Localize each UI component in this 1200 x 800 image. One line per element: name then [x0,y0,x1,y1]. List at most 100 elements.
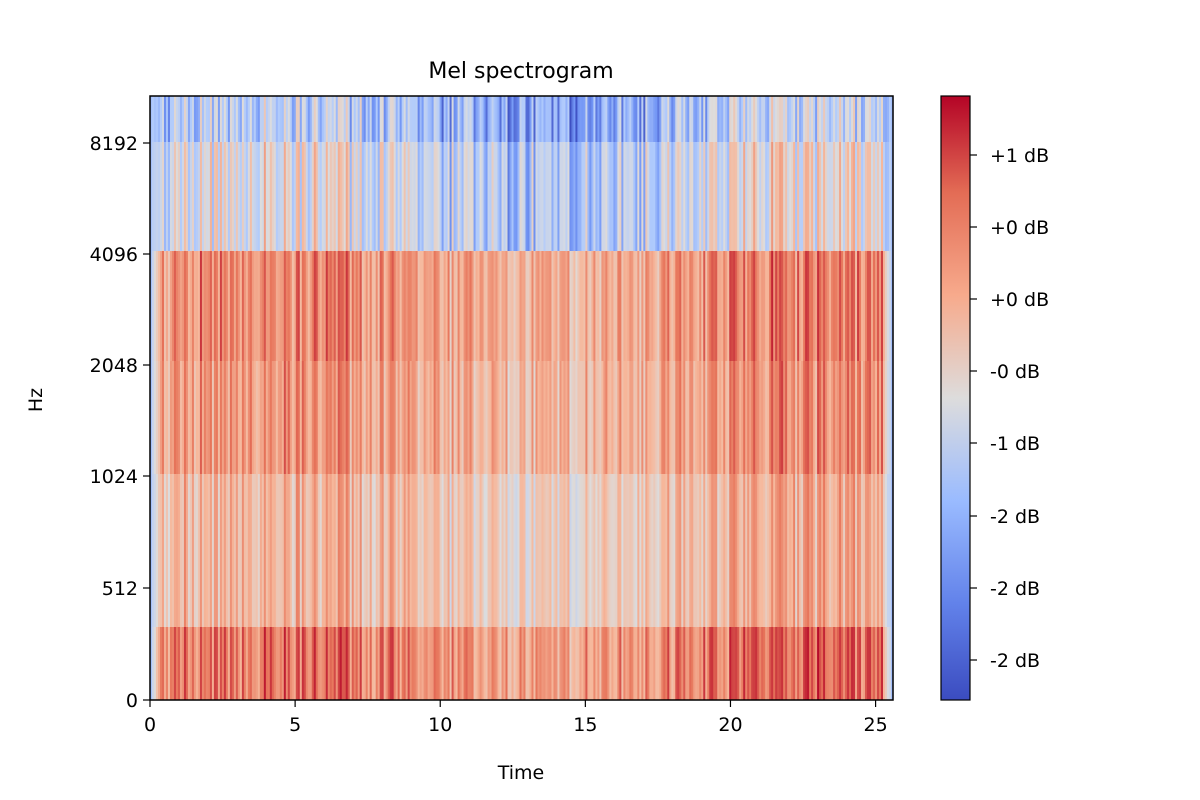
heatmap-cell [257,627,261,700]
heatmap-cell [297,251,301,361]
heatmap-cell [565,251,569,361]
heatmap-cell [577,142,581,251]
heatmap-cell [461,96,465,142]
heatmap-cell [403,96,407,142]
heatmap-cell [537,142,541,251]
heatmap-cell [885,251,888,361]
heatmap-cell [443,251,447,361]
heatmap-cell [771,142,774,251]
heatmap-cell [657,474,660,627]
heatmap-cell [703,627,706,700]
heatmap-cell [865,361,868,474]
heatmap-cell [827,96,830,142]
heatmap-cell [359,96,363,142]
heatmap-cell [521,96,525,142]
heatmap-cell [195,96,199,142]
heatmap-cell [787,361,790,474]
heatmap-cell [571,627,575,700]
heatmap-cell [555,142,559,251]
heatmap-cell [491,96,495,142]
heatmap-cell [423,361,427,474]
heatmap-cell [537,361,541,474]
heatmap-cell [569,251,573,361]
heatmap-cell [387,142,391,251]
heatmap-cell [775,251,778,361]
heatmap-cell [265,142,269,251]
heatmap-cell [725,627,728,700]
heatmap-cell [213,361,217,474]
heatmap-cell [827,627,830,700]
heatmap-cell [279,142,283,251]
heatmap-cell [287,361,291,474]
heatmap-cell [513,96,517,142]
heatmap-cell [677,251,680,361]
heatmap-cell [707,251,710,361]
heatmap-cell [327,96,331,142]
heatmap-cell [687,251,690,361]
heatmap-cell [801,96,804,142]
heatmap-cell [261,96,265,142]
heatmap-cell [431,627,435,700]
heatmap-cell [789,251,792,361]
heatmap-cell [353,96,357,142]
heatmap-cell [299,361,303,474]
heatmap-cell [871,627,874,700]
heatmap-cell [861,361,864,474]
heatmap-cell [333,627,337,700]
heatmap-cell [231,361,235,474]
heatmap-cell [703,474,706,627]
heatmap-cell [519,361,523,474]
heatmap-cell [439,474,443,627]
heatmap-cell [207,251,211,361]
heatmap-cell [267,627,271,700]
heatmap-cell [669,474,672,627]
heatmap-cell [369,96,373,142]
heatmap-cell [791,361,794,474]
heatmap-cell [273,251,277,361]
heatmap-cell [379,627,383,700]
heatmap-cell [385,361,389,474]
heatmap-cell [185,474,189,627]
heatmap-cell [305,474,309,627]
heatmap-cell [269,627,273,700]
heatmap-cell [201,361,205,474]
colorbar: +1 dB+0 dB+0 dB-0 dB-1 dB-2 dB-2 dB-2 dB [940,95,1049,701]
heatmap-cell [545,96,549,142]
heatmap-cell [285,251,289,361]
heatmap-cell [209,474,213,627]
heatmap-cell [401,627,405,700]
heatmap-cell [319,251,323,361]
heatmap-cell [413,474,417,627]
heatmap-cell [571,251,575,361]
heatmap-cell [475,627,479,700]
heatmap-cell [785,361,788,474]
heatmap-cell [511,96,515,142]
heatmap-cell [687,474,690,627]
heatmap-cell [271,361,275,474]
heatmap-cell [627,627,630,700]
heatmap-cell [417,96,421,142]
heatmap-cell [767,627,770,700]
heatmap-cell [517,474,521,627]
heatmap-cell [411,142,415,251]
heatmap-cell [713,627,716,700]
heatmap-cell [553,361,557,474]
heatmap-cell [445,251,449,361]
heatmap-cell [759,96,762,142]
heatmap-cell [335,627,339,700]
heatmap-cell [697,627,700,700]
heatmap-cell [873,474,876,627]
heatmap-cell [649,142,652,251]
heatmap-cell [669,142,672,251]
heatmap-cell [323,251,327,361]
heatmap-cell [569,142,573,251]
heatmap-cell [319,474,323,627]
heatmap-cell [521,142,525,251]
heatmap-cell [257,96,261,142]
heatmap-cell [195,627,199,700]
heatmap-cell [627,142,630,251]
heatmap-cell [281,96,285,142]
heatmap-cell [793,627,796,700]
heatmap-cell [727,361,730,474]
heatmap-cell [541,627,545,700]
